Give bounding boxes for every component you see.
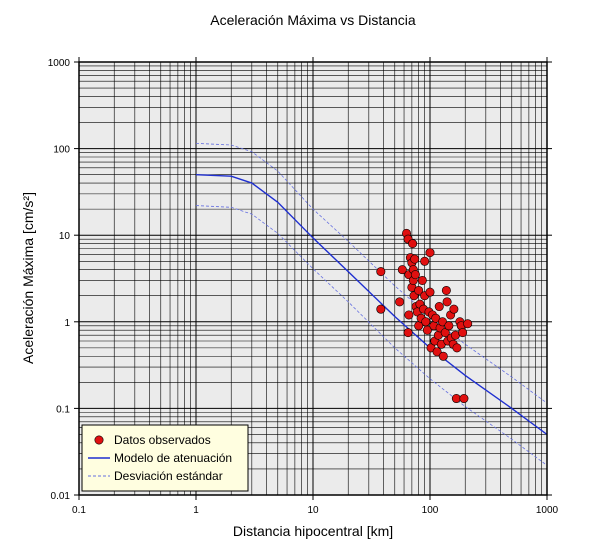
x-tick-labels: 0.1 1 10 100 1000 [72, 505, 559, 516]
data-point [452, 343, 462, 353]
data-point [459, 394, 469, 404]
data-point [438, 317, 448, 327]
data-point [376, 304, 386, 314]
model-line [195, 173, 547, 436]
y-tick-label: 0.01 [51, 491, 71, 502]
data-point [463, 319, 473, 329]
x-tick-label: 100 [422, 505, 439, 516]
data-point [422, 325, 432, 335]
data-point [376, 267, 386, 277]
data-points [376, 228, 473, 404]
data-point [420, 256, 430, 266]
data-point [432, 347, 442, 357]
data-point [425, 287, 435, 297]
data-point [458, 328, 468, 338]
x-tick-label: 1 [193, 505, 199, 516]
data-point [421, 317, 431, 327]
y-tick-label: 1 [64, 318, 70, 329]
data-point [449, 304, 459, 314]
legend-point-marker [94, 435, 104, 445]
y-tick-label: 0.1 [56, 404, 70, 415]
data-point [444, 321, 454, 331]
chart-title: Aceleración Máxima vs Distancia [210, 12, 416, 28]
data-point [440, 328, 450, 338]
data-point [442, 297, 452, 307]
x-tick-label: 1000 [536, 505, 559, 516]
x-tick-label: 0.1 [72, 505, 86, 516]
data-point [403, 328, 413, 338]
data-point [451, 394, 461, 404]
legend-label: Desviación estándar [114, 469, 223, 483]
data-point [425, 248, 435, 258]
legend: Datos observados Modelo de atenuación Desv… [81, 424, 249, 492]
y-tick-labels: 0.01 0.1 1 10 100 1000 [48, 58, 71, 502]
y-axis-label: Aceleración Máxima [cm/s²] [20, 192, 36, 364]
grid [79, 62, 547, 495]
data-point [438, 351, 448, 361]
data-point [408, 239, 418, 249]
data-point [397, 265, 407, 275]
deviation-line [195, 205, 547, 466]
legend-label: Datos observados [114, 433, 211, 447]
data-point [410, 254, 420, 264]
data-point [417, 275, 427, 285]
y-tick-label: 100 [53, 145, 70, 156]
data-point [410, 270, 420, 280]
y-tick-label: 1000 [48, 58, 71, 69]
y-tick-label: 10 [59, 231, 71, 242]
x-tick-label: 10 [307, 505, 319, 516]
x-axis-label: Distancia hipocentral [km] [233, 523, 393, 539]
axis-ticks [74, 57, 552, 500]
series-lines [195, 142, 547, 466]
data-point [441, 285, 451, 295]
legend-label: Modelo de atenuación [114, 451, 232, 465]
data-point [395, 297, 405, 307]
data-point [414, 285, 424, 295]
data-point [434, 302, 444, 312]
data-point [404, 310, 414, 320]
